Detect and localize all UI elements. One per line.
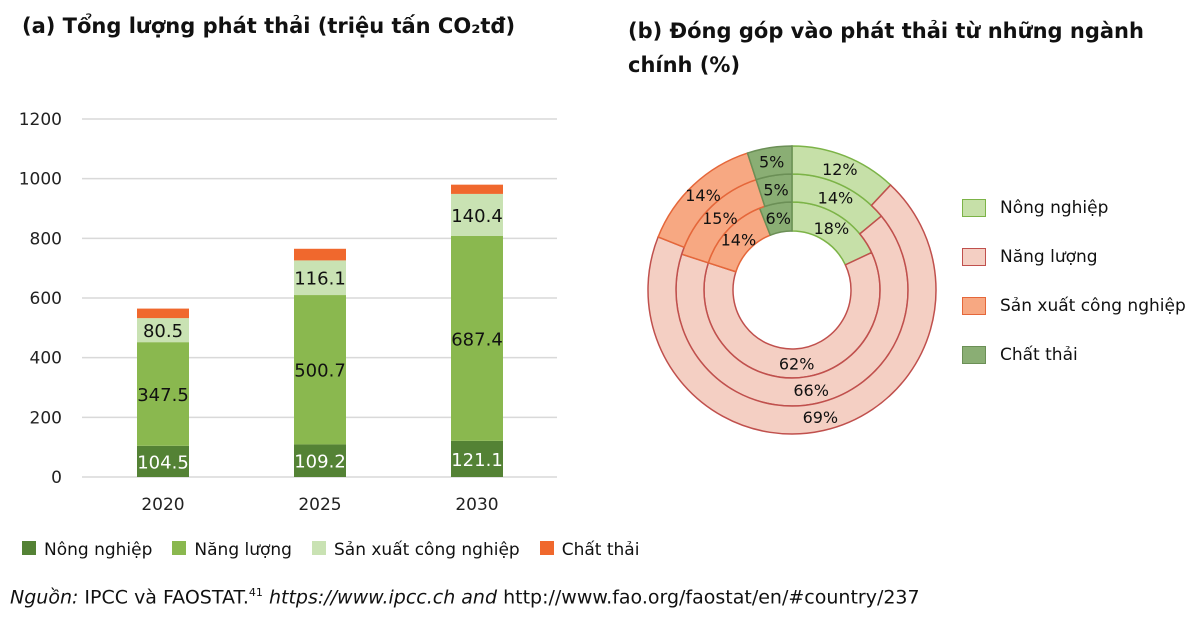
legend-label: Nông nghiệp: [44, 540, 153, 560]
legend-item: Chất thải: [962, 345, 1078, 365]
donut-label: 14%: [721, 231, 757, 250]
legend-label: Năng lượng: [1000, 247, 1098, 267]
donut-label: 14%: [818, 189, 854, 208]
y-tick-label: 1200: [19, 110, 62, 130]
donut-label: 5%: [759, 153, 784, 172]
bar-segment: [294, 295, 346, 445]
donut-label: 6%: [766, 209, 791, 228]
y-tick-label: 600: [30, 289, 62, 309]
source-note: Nguồn: IPCC và FAOSTAT.41 https://www.ip…: [10, 586, 920, 608]
bar-segment: [137, 445, 189, 477]
bar-segment: [137, 342, 189, 446]
bar-segment: [451, 184, 503, 194]
data-label: 109.2: [294, 452, 346, 473]
source-url-ipcc[interactable]: https://www.ipcc.ch and: [262, 586, 498, 609]
source-text: IPCC và FAOSTAT.: [78, 586, 249, 609]
source-prefix: Nguồn:: [10, 586, 79, 609]
bar-segment: [137, 308, 189, 319]
legend-item: Năng lượng: [962, 247, 1098, 267]
legend-swatch: [22, 541, 36, 555]
legend-swatch: [962, 297, 986, 315]
data-label: 116.1: [294, 269, 346, 290]
x-tick-label: 2025: [298, 495, 341, 515]
legend-item: Sản xuất công nghiệp: [311, 540, 520, 560]
source-footnote: 41: [248, 586, 263, 599]
legend-swatch: [962, 199, 986, 217]
y-tick-label: 1000: [19, 170, 62, 190]
legend-item: Nông nghiệp: [22, 540, 152, 560]
legend-label: Năng lượng: [194, 540, 292, 560]
legend-swatch: [172, 541, 187, 555]
data-label: 104.5: [137, 452, 189, 473]
data-label: 121.1: [451, 450, 503, 471]
data-label: 347.5: [137, 385, 189, 406]
legend-item: Năng lượng: [172, 540, 292, 560]
source-url-fao[interactable]: http://www.fao.org/faostat/en/#country/2…: [497, 586, 920, 609]
bar-legend: Nông nghiệp Năng lượng Sản xuất công nghiệ…: [22, 540, 659, 560]
legend-label: Sản xuất công nghiệp: [1000, 296, 1186, 316]
data-label: 80.5: [143, 321, 183, 342]
bar-segment: [451, 440, 503, 477]
bar-segment: [137, 318, 189, 343]
bar-segment: [294, 260, 346, 296]
legend-swatch: [311, 541, 326, 555]
donut-label: 69%: [803, 408, 839, 427]
y-tick-label: 800: [30, 229, 62, 249]
legend-label: Nông nghiệp: [1000, 198, 1109, 218]
legend-swatch: [539, 541, 554, 555]
y-tick-label: 0: [51, 468, 62, 488]
donut-label: 12%: [822, 160, 858, 179]
y-tick-label: 200: [30, 408, 62, 428]
x-tick-label: 2030: [455, 495, 498, 515]
donut-chart-title: (b) Đóng góp vào phát thải từ những ngàn…: [628, 19, 1144, 77]
bar-chart-title: (a) Tổng lượng phát thải (triệu tấn CO₂t…: [22, 14, 516, 38]
donut-label: 62%: [779, 354, 815, 373]
bar-segment: [451, 193, 503, 236]
legend-label: Chất thải: [561, 540, 640, 560]
data-label: 500.7: [294, 361, 346, 382]
data-label: 140.4: [451, 206, 503, 227]
legend-item: Nông nghiệp: [962, 198, 1108, 218]
bar-segment: [294, 444, 346, 477]
data-label: 687.4: [451, 329, 503, 350]
legend-swatch: [962, 346, 986, 364]
donut-label: 15%: [702, 209, 738, 228]
x-tick-label: 2020: [141, 495, 184, 515]
donut-label: 66%: [793, 381, 829, 400]
donut-label: 18%: [814, 219, 850, 238]
legend-label: Chất thải: [1000, 345, 1078, 365]
legend-item: Sản xuất công nghiệp: [962, 296, 1186, 316]
legend-item: Chất thải: [539, 540, 640, 560]
legend-label: Sản xuất công nghiệp: [333, 540, 520, 560]
donut-label: 5%: [763, 180, 788, 199]
bar-segment: [451, 235, 503, 441]
bar-segment: [294, 248, 346, 261]
donut-segment: [746, 145, 793, 181]
donut-label: 14%: [685, 186, 721, 205]
donut-segment: [647, 183, 937, 435]
legend-swatch: [962, 248, 986, 266]
y-tick-label: 400: [30, 349, 62, 369]
